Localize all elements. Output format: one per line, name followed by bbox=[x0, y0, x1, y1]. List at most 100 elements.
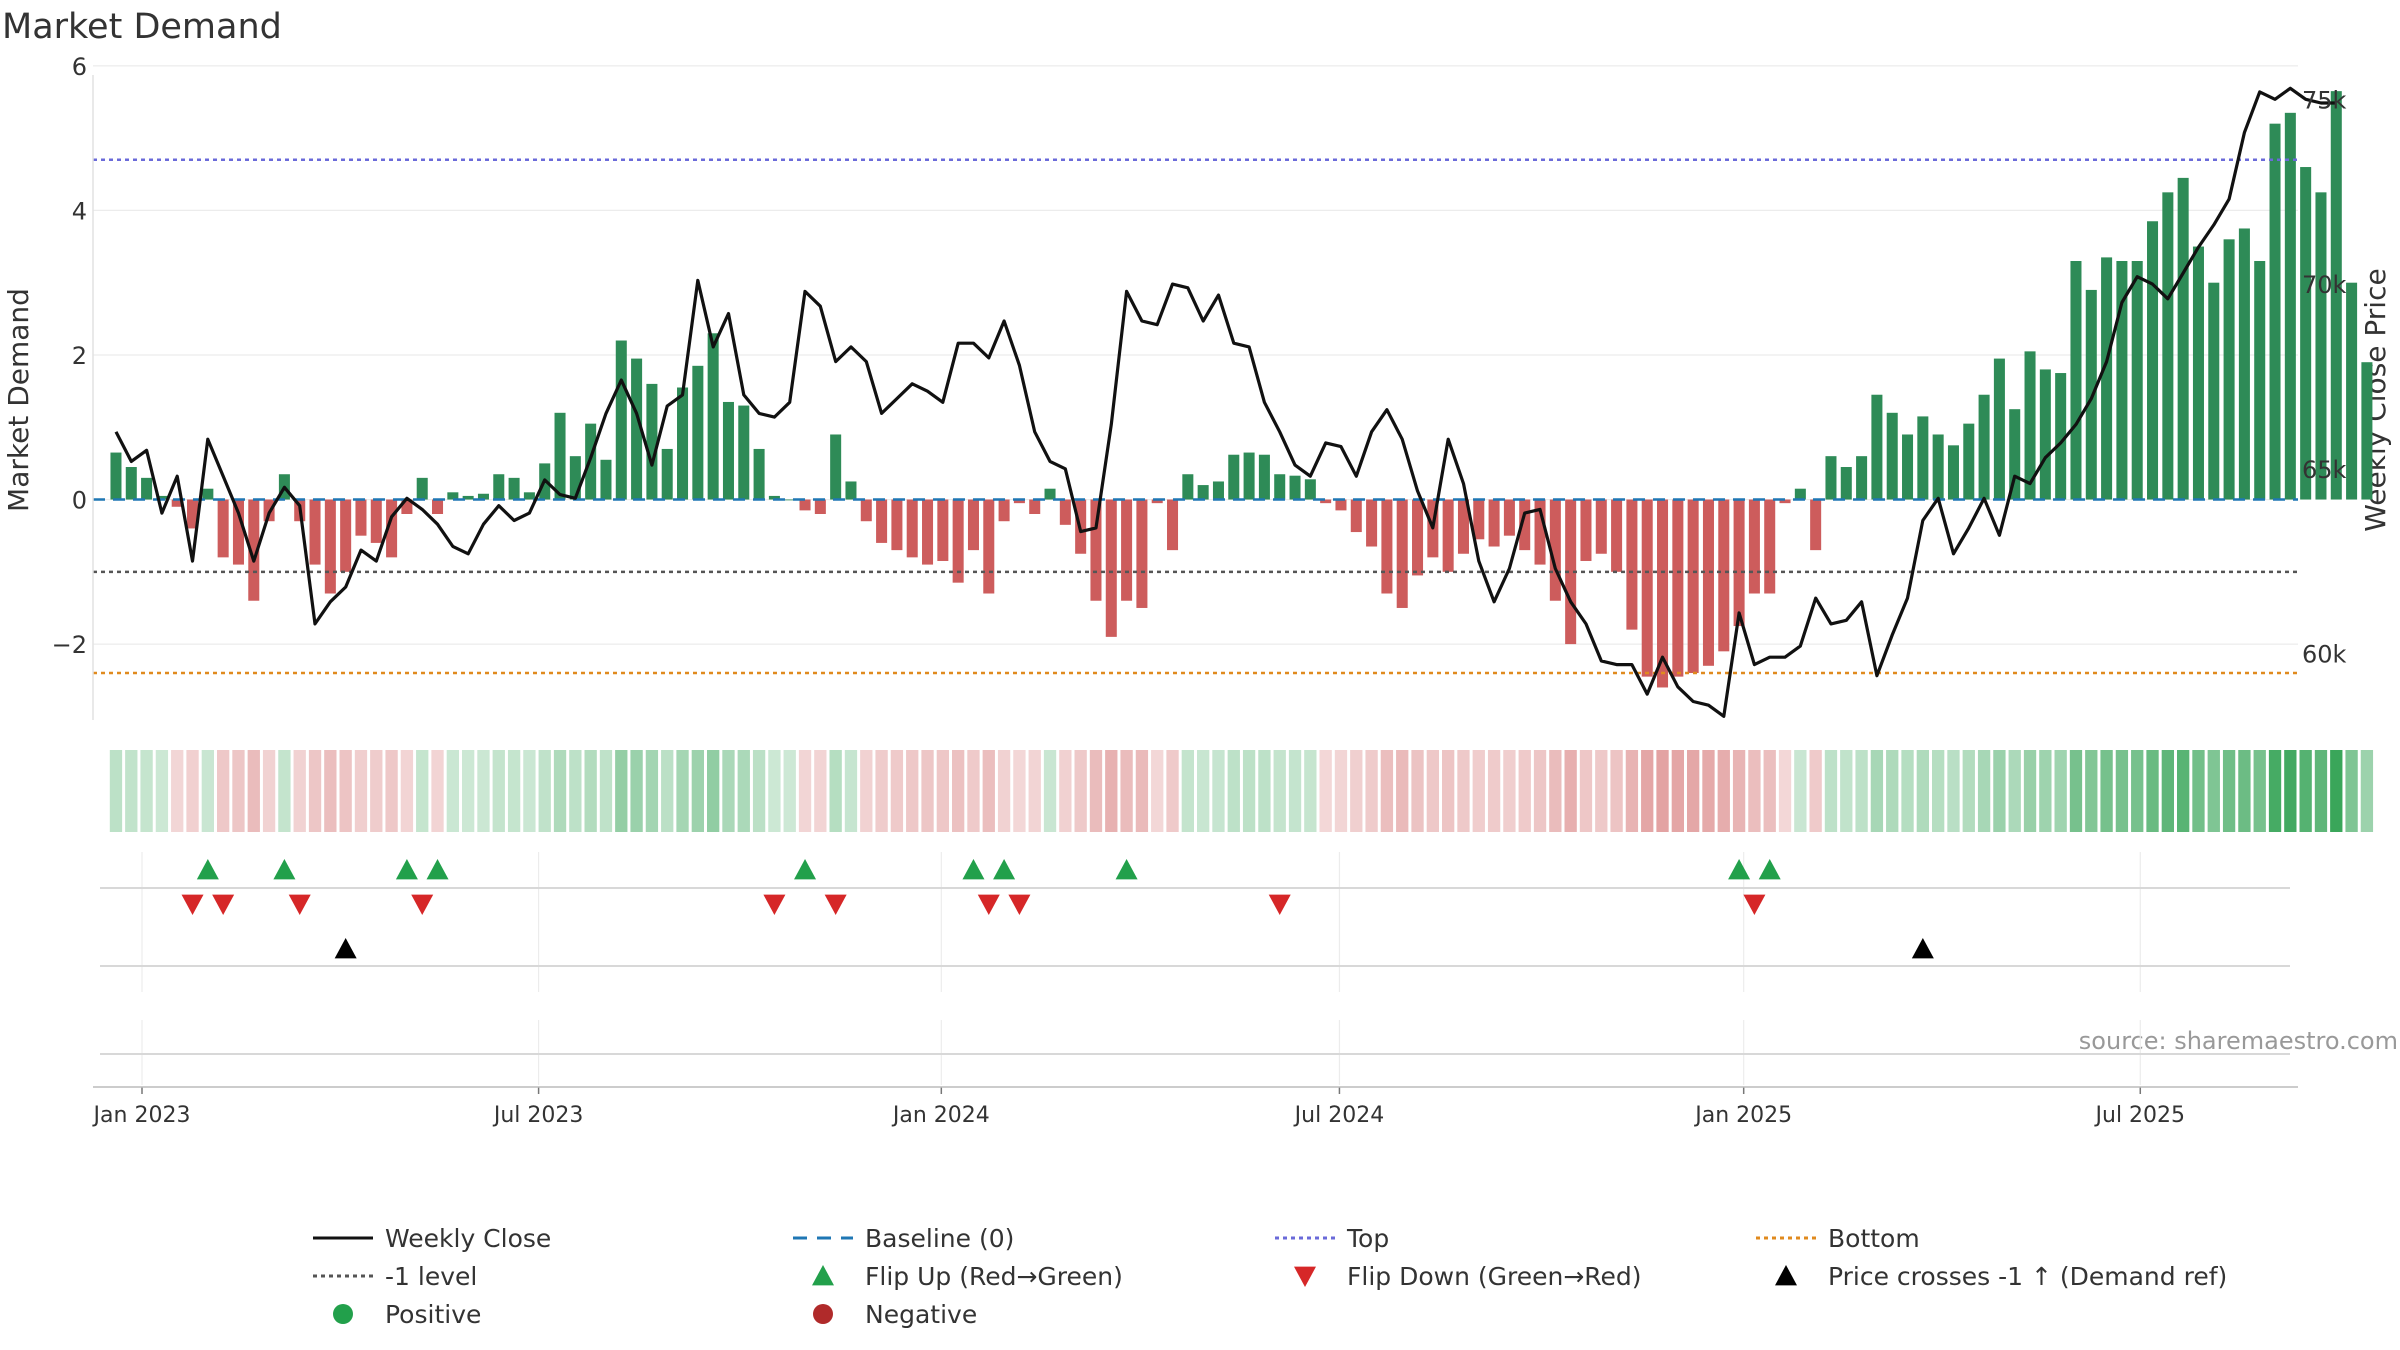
demand-bar-negative bbox=[1105, 499, 1117, 637]
demand-bar-positive bbox=[1243, 452, 1255, 500]
heat-cell bbox=[2253, 750, 2266, 832]
heat-cell bbox=[707, 750, 720, 832]
demand-bar-negative bbox=[1810, 499, 1822, 551]
chart-title: Market Demand bbox=[2, 7, 282, 47]
heat-cell bbox=[2100, 750, 2113, 832]
heat-cell bbox=[906, 750, 919, 832]
demand-bar-positive bbox=[2101, 257, 2113, 500]
demand-bar-negative bbox=[1121, 499, 1133, 601]
demand-bar-positive bbox=[1886, 412, 1898, 500]
heat-cell bbox=[2207, 750, 2220, 832]
heat-cell bbox=[2299, 750, 2312, 832]
y-tick-label: −2 bbox=[52, 631, 87, 659]
heat-cell bbox=[1641, 750, 1654, 832]
demand-bar-positive bbox=[569, 456, 581, 500]
legend-label-weekly-close: Weekly Close bbox=[385, 1224, 551, 1253]
demand-bar-negative bbox=[340, 499, 352, 572]
demand-bar-positive bbox=[2346, 282, 2358, 500]
demand-bar-positive bbox=[1978, 394, 1990, 500]
demand-bar-negative bbox=[1718, 499, 1730, 652]
demand-bar-positive bbox=[2330, 91, 2342, 500]
heat-cell bbox=[798, 750, 812, 832]
legend-label-baseline: Baseline (0) bbox=[865, 1224, 1014, 1253]
demand-bars bbox=[110, 91, 2373, 688]
heat-cell bbox=[1947, 750, 1960, 832]
heat-cell bbox=[1717, 750, 1730, 832]
demand-bar-negative bbox=[1013, 499, 1025, 504]
demand-bar-negative bbox=[1503, 499, 1515, 536]
demand-bar-positive bbox=[1902, 434, 1914, 500]
demand-bar-positive bbox=[1274, 474, 1286, 500]
demand-bar-positive bbox=[447, 492, 459, 500]
x-tick-label: Jul 2024 bbox=[1293, 1103, 1385, 1128]
demand-bar-positive bbox=[1044, 488, 1056, 500]
demand-bar-negative bbox=[1534, 499, 1546, 565]
demand-bar-positive bbox=[508, 477, 520, 500]
heat-cell bbox=[1242, 750, 1256, 832]
flip-up-marker bbox=[962, 859, 985, 880]
y-tick-label: 0 bbox=[72, 487, 87, 515]
y-axis-label: Market Demand bbox=[2, 288, 35, 512]
heat-cell bbox=[829, 750, 842, 832]
heat-cell bbox=[186, 750, 199, 832]
demand-bar-negative bbox=[324, 499, 336, 594]
heat-cell bbox=[1472, 750, 1485, 832]
demand-bar-positive bbox=[646, 383, 658, 500]
heat-cell bbox=[2085, 750, 2098, 832]
demand-bar-negative bbox=[1595, 499, 1607, 554]
heat-cell bbox=[354, 750, 368, 832]
event-markers bbox=[100, 859, 2290, 1055]
price-cross-marker bbox=[1911, 938, 1934, 959]
flip-down-marker bbox=[1743, 894, 1766, 915]
heat-cell bbox=[446, 750, 459, 832]
x-tick-label: Jul 2023 bbox=[492, 1103, 584, 1128]
heat-cell bbox=[1595, 750, 1608, 832]
demand-bar-negative bbox=[1779, 499, 1791, 504]
demand-bar-positive bbox=[2024, 351, 2036, 500]
heat-cell bbox=[584, 750, 597, 832]
legend-swatch-price-cross bbox=[1775, 1265, 1797, 1286]
heat-cell bbox=[1870, 750, 1884, 832]
demand-bar-positive bbox=[1197, 485, 1209, 500]
demand-bar-positive bbox=[784, 499, 796, 501]
demand-bar-positive bbox=[768, 495, 780, 500]
demand-bar-negative bbox=[983, 499, 995, 594]
demand-bar-positive bbox=[1304, 479, 1316, 500]
demand-bar-positive bbox=[1840, 467, 1852, 500]
demand-bar-negative bbox=[401, 499, 413, 514]
heat-cell bbox=[921, 750, 934, 832]
heat-cell bbox=[1197, 750, 1210, 832]
demand-bar-positive bbox=[110, 452, 122, 500]
demand-bar-negative bbox=[1151, 499, 1163, 504]
heat-cell bbox=[1166, 750, 1179, 832]
demand-bar-positive bbox=[2254, 261, 2266, 500]
heat-cell bbox=[2284, 750, 2297, 832]
heat-cell bbox=[1151, 750, 1164, 832]
heat-cell bbox=[997, 750, 1011, 832]
demand-bar-positive bbox=[2361, 362, 2373, 500]
demand-bar-positive bbox=[2192, 246, 2204, 500]
heat-cell bbox=[2008, 750, 2021, 832]
legend-label-price-cross: Price crosses -1 ↑ (Demand ref) bbox=[1828, 1262, 2227, 1291]
heat-cell bbox=[2192, 750, 2205, 832]
demand-bar-positive bbox=[2315, 192, 2327, 500]
demand-bar-positive bbox=[2284, 112, 2296, 500]
heat-cell bbox=[2177, 750, 2190, 832]
demand-bar-negative bbox=[967, 499, 979, 551]
demand-bar-negative bbox=[922, 499, 934, 565]
demand-bar-positive bbox=[1182, 474, 1194, 500]
demand-bar-positive bbox=[615, 340, 627, 500]
y2-tick-label: 70k bbox=[2302, 271, 2347, 299]
demand-bar-positive bbox=[2208, 282, 2220, 500]
demand-bar-negative bbox=[1412, 499, 1424, 576]
heat-cell bbox=[1824, 750, 1838, 832]
x-tick-label: Jul 2025 bbox=[2094, 1103, 2186, 1128]
heat-cell bbox=[339, 750, 352, 832]
demand-bar-positive bbox=[1794, 488, 1806, 500]
flip-down-marker bbox=[212, 894, 235, 915]
demand-bar-positive bbox=[2039, 369, 2051, 500]
axes: −2 0 2 4 6 Jan 2023 Jul 2023 Jan 2024 Jul 2024 Ja… bbox=[52, 53, 2347, 1128]
demand-bar-negative bbox=[1519, 499, 1531, 551]
demand-bar-negative bbox=[232, 499, 244, 565]
